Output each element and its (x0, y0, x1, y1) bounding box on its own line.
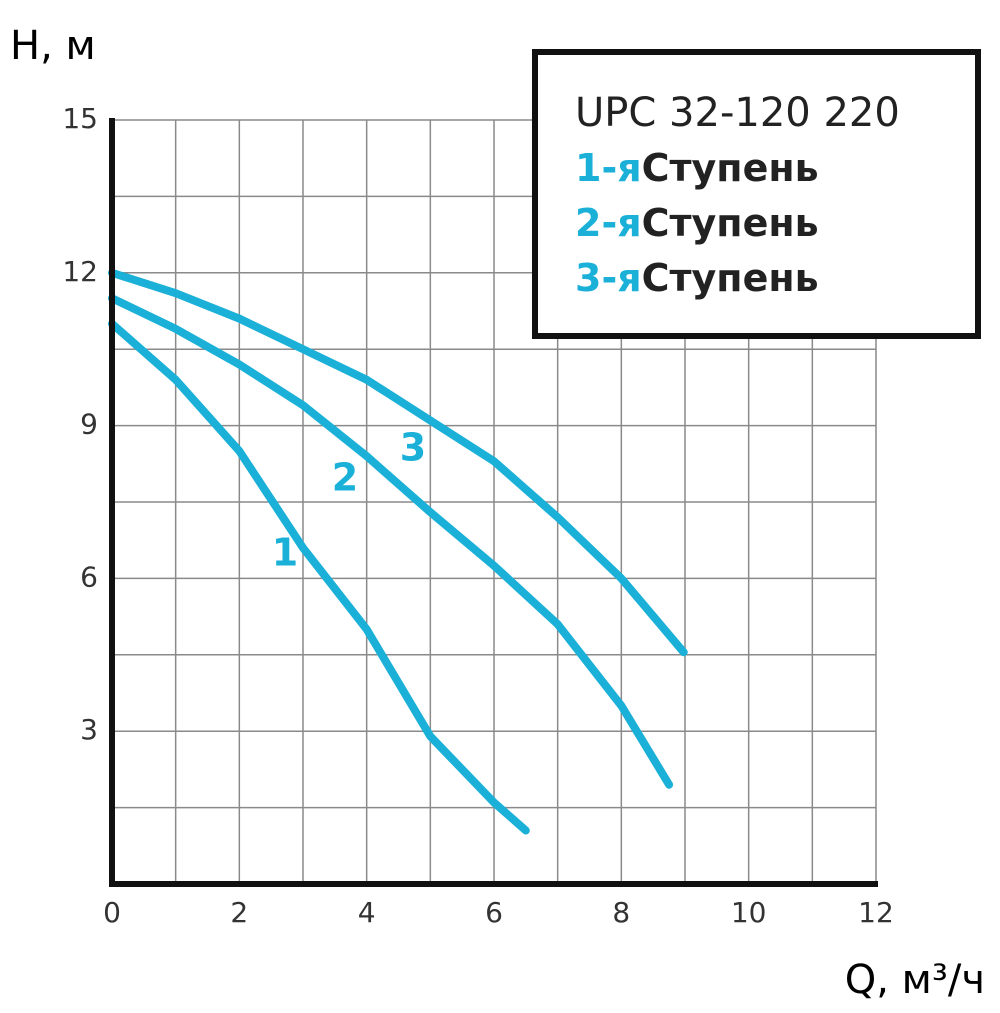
curve-label: 2 (332, 456, 358, 500)
legend-marker: 3-я (575, 256, 642, 300)
y-tick-label: 15 (62, 102, 98, 135)
x-tick-label: 2 (230, 896, 248, 929)
y-tick-label: 6 (80, 560, 98, 593)
legend-entry: 3-яСтупень (575, 256, 819, 300)
x-tick-label: 10 (731, 896, 767, 929)
y-tick-label: 3 (80, 713, 98, 746)
x-axis-label: Q, м³/ч (845, 957, 985, 1003)
x-tick-label: 0 (103, 896, 121, 929)
curve (108, 294, 674, 789)
y-axis-label: H, м (10, 23, 96, 69)
legend-text: Ступень (642, 146, 819, 190)
x-tick-label: 6 (485, 896, 503, 929)
curve-label: 3 (400, 426, 426, 470)
legend-marker: 1-я (575, 146, 642, 190)
x-tick-label: 4 (358, 896, 376, 929)
legend-box (532, 49, 981, 339)
legend-marker: 2-я (575, 201, 642, 245)
x-tick-label: 12 (858, 896, 894, 929)
curve (108, 319, 530, 835)
legend-text: Ступень (642, 201, 819, 245)
curves (108, 268, 688, 835)
legend-title: UPC 32-120 220 (575, 90, 900, 136)
legend: UPC 32-120 220 1-яСтупень2-яСтупень3-яСт… (532, 49, 981, 339)
x-tick-label: 8 (612, 896, 630, 929)
y-tick-label: 9 (80, 408, 98, 441)
y-tick-label: 12 (62, 255, 98, 288)
curve (108, 268, 688, 657)
curve-label: 1 (272, 531, 298, 575)
legend-text: Ступень (642, 256, 819, 300)
legend-entry: 1-яСтупень (575, 146, 819, 190)
legend-entry: 2-яСтупень (575, 201, 819, 245)
